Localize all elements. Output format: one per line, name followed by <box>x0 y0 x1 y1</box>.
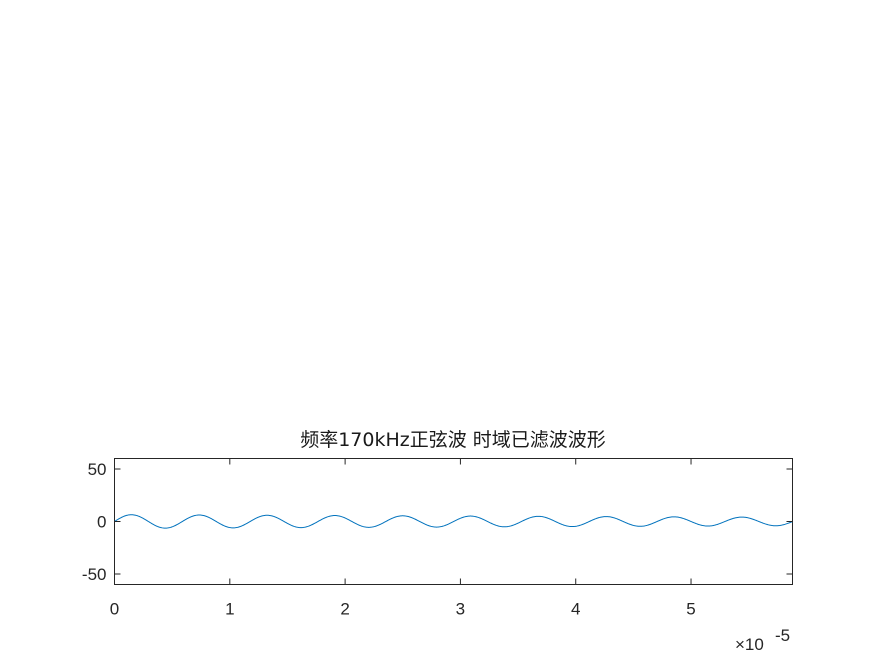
x-tick-label: 1 <box>225 600 234 619</box>
x-exponent-base: ×10 <box>735 635 764 654</box>
y-tick-label: 0 <box>97 513 106 532</box>
x-exponent-power: -5 <box>775 626 790 645</box>
x-tick-label: 4 <box>571 600 580 619</box>
x-axis-ticks: 0 1 2 3 4 5 <box>110 458 696 619</box>
y-tick-label: -50 <box>82 565 107 584</box>
x-tick-label: 3 <box>456 600 465 619</box>
chart-title: 频率170kHz正弦波 时域已滤波波形 <box>300 429 606 451</box>
x-tick-label: 5 <box>686 600 695 619</box>
x-exponent-label: ×10 -5 <box>735 626 790 654</box>
y-tick-label: 50 <box>88 460 107 479</box>
y-axis-ticks: 50 0 -50 <box>82 460 793 584</box>
series-line-0 <box>114 514 793 529</box>
series-layer <box>114 514 793 529</box>
x-tick-label: 0 <box>110 600 119 619</box>
x-tick-label: 2 <box>340 600 349 619</box>
